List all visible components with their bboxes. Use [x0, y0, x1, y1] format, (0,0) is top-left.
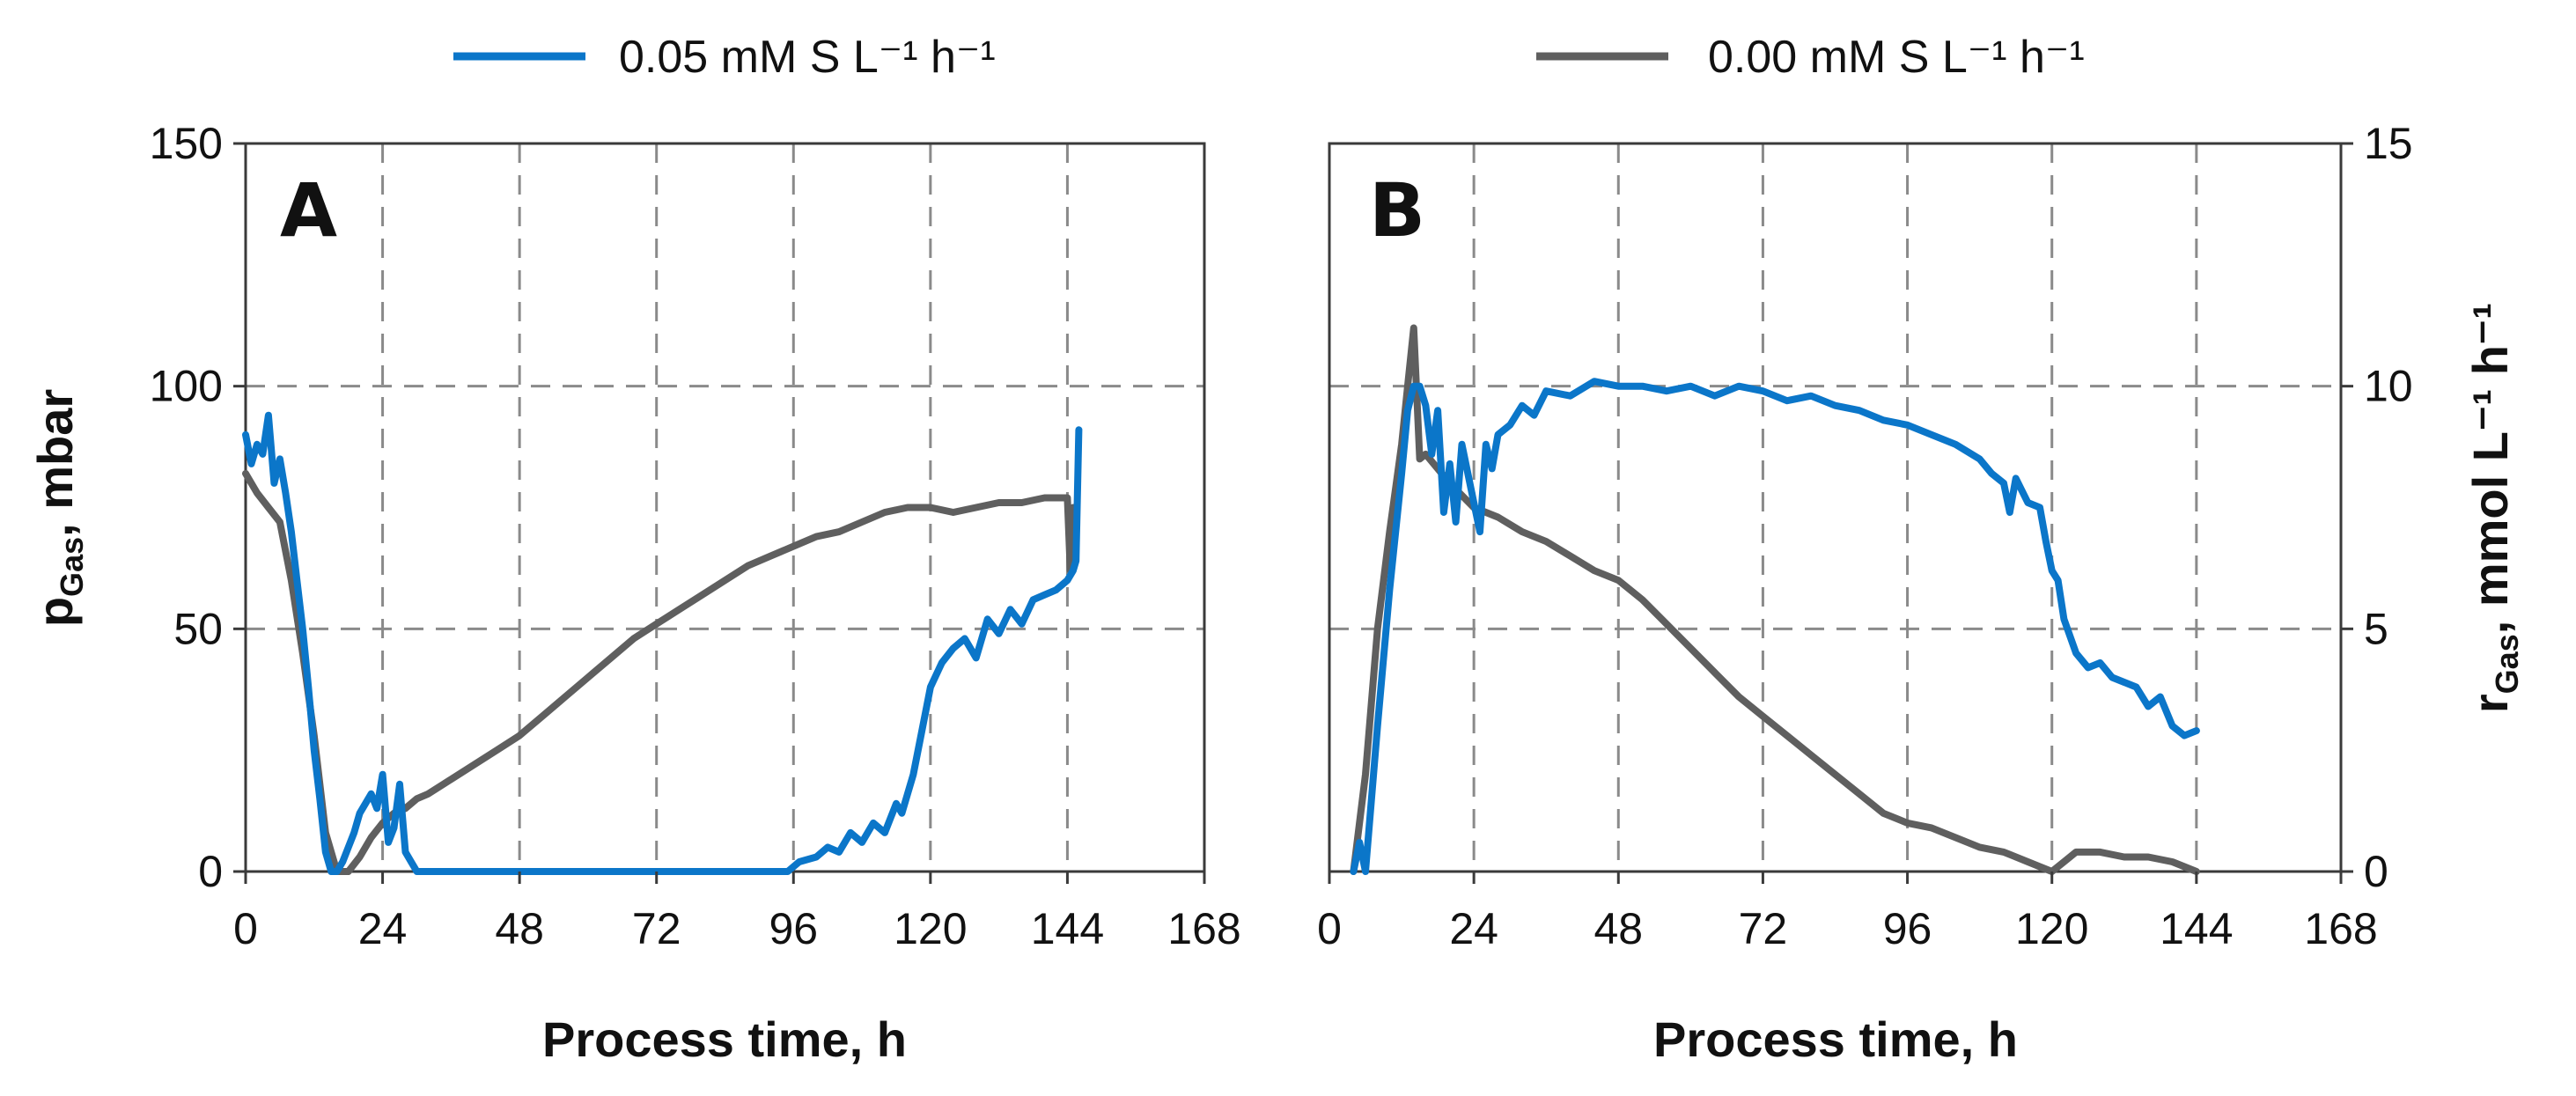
panel-a-xtick-label-144: 144: [1031, 904, 1104, 953]
panel-b-yticks: 0 5 10 15: [2341, 119, 2413, 896]
panel-b-ytick-label-0: 0: [2364, 847, 2388, 896]
panel-b-xtick-label-144: 144: [2160, 904, 2233, 953]
panel-a: A 0 50 100 150 0 24 48 72 96 120 144 168 Process t…: [27, 119, 1241, 1067]
panel-b-x-axis-title: Process time, h: [1653, 1011, 2018, 1067]
panel-a-ytick-label-150: 150: [150, 119, 223, 168]
panel-b-label: B: [1369, 167, 1425, 254]
panel-a-xtick-label-96: 96: [769, 904, 818, 953]
panel-a-xtick-label-0: 0: [233, 904, 258, 953]
panel-a-xtick-label-48: 48: [495, 904, 544, 953]
panel-a-x-axis-title: Process time, h: [542, 1011, 907, 1067]
panel-a-lines: [242, 411, 1083, 875]
panel-a-ytick-label-0: 0: [198, 847, 223, 896]
panel-b-ytick-label-10: 10: [2364, 362, 2413, 411]
panel-b: B 0 5 10 15 0 24 48 72 96 120 144 168 Process time…: [1317, 119, 2525, 1067]
panel-a-y-title-main: p: [27, 597, 83, 627]
panel-b-y-title-sub: Gas: [2489, 634, 2525, 694]
panel-a-ytick-label-50: 50: [173, 604, 223, 653]
panel-b-y-title-suffix: , mmol L⁻¹ h⁻¹: [2462, 303, 2518, 634]
panel-b-ytick-label-15: 15: [2364, 119, 2413, 168]
panel-a-series-grey: [242, 469, 1077, 875]
legend: 0.05 mM S L⁻¹ h⁻¹ 0.00 mM S L⁻¹ h⁻¹: [453, 32, 2085, 83]
panel-b-y-axis-title: rGas, mmol L⁻¹ h⁻¹: [2462, 303, 2525, 713]
legend-label-blue: 0.05 mM S L⁻¹ h⁻¹: [619, 32, 996, 83]
panel-a-xticks: 0 24 48 72 96 120 144 168: [233, 872, 1241, 953]
panel-b-xticks: 0 24 48 72 96 120 144 168: [1317, 872, 2378, 953]
panel-b-xtick-label-72: 72: [1739, 904, 1788, 953]
legend-label-grey: 0.00 mM S L⁻¹ h⁻¹: [1708, 32, 2085, 83]
panel-a-yticks: 0 50 100 150: [150, 119, 246, 896]
panel-b-xtick-label-0: 0: [1317, 904, 1342, 953]
panel-a-label: A: [280, 167, 337, 254]
panel-b-y-title-main: r: [2462, 694, 2518, 713]
panel-a-frame: [244, 142, 1206, 873]
panel-b-xtick-label-48: 48: [1593, 904, 1643, 953]
panel-a-grid: [246, 143, 1204, 872]
panel-b-series-blue: [1350, 378, 2200, 875]
panel-b-ytick-label-5: 5: [2364, 604, 2388, 653]
panel-a-xtick-label-24: 24: [358, 904, 408, 953]
panel-b-xtick-label-168: 168: [2304, 904, 2377, 953]
panel-a-series-blue: [242, 411, 1083, 875]
panel-b-lines: [1350, 324, 2200, 875]
panel-b-xtick-label-24: 24: [1449, 904, 1498, 953]
panel-a-y-title-suffix: , mbar: [27, 389, 83, 537]
panel-b-frame: [1328, 142, 2343, 873]
panel-b-series-grey: [1350, 324, 2200, 875]
panel-a-y-title-sub: Gas: [54, 537, 90, 597]
panel-a-ytick-label-100: 100: [150, 362, 223, 411]
panel-b-xtick-label-96: 96: [1883, 904, 1932, 953]
panel-a-xtick-label-72: 72: [632, 904, 681, 953]
panel-a-xtick-label-168: 168: [1167, 904, 1240, 953]
panel-a-xtick-label-120: 120: [894, 904, 967, 953]
panel-b-xtick-label-120: 120: [2015, 904, 2088, 953]
panel-a-y-axis-title: pGas, mbar: [27, 389, 90, 627]
